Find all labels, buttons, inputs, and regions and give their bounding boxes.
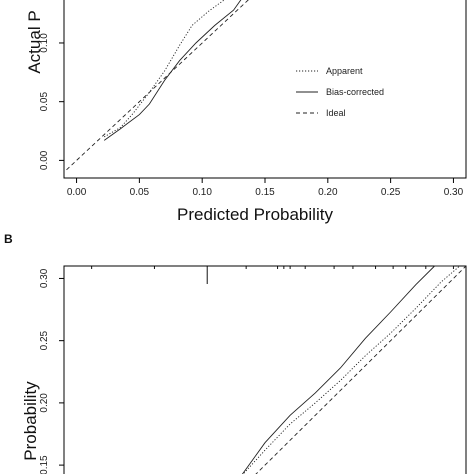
panel-a-plot-frame: [63, 0, 467, 179]
panel-a-x-axis-title: Predicted Probability: [177, 205, 333, 224]
panel-b-y-tick-label: 0.20: [39, 393, 50, 413]
panel-a-y-tick-label: 0.00: [39, 150, 50, 170]
panel-b-series-apparent: [242, 265, 460, 474]
panel-a-x-tick-label: 0.20: [318, 187, 338, 198]
panel-b-y-tick-label: 0.30: [39, 268, 50, 288]
panel-a-series-bias-corrected: [103, 0, 242, 141]
panel-b-y-axis-title: Probability: [21, 381, 40, 461]
panel-a-y-tick-label: 0.05: [39, 92, 50, 112]
panel-b-y-tick-label: 0.25: [39, 330, 50, 350]
panel-a-y-axis-title: Actual P: [25, 10, 44, 73]
panel-a-series: [66, 0, 249, 171]
panel-a-x-tick-label: 0.15: [255, 187, 275, 198]
panel-a-x-tick-label: 0.10: [192, 187, 212, 198]
panel-a-calibration-plot: 0.00 0.05 0.10 0.15 0.20 0.25 0.30 0.00 0.05 0.1…: [25, 0, 467, 224]
panel-b-series: [241, 265, 467, 474]
panel-a-x-tick-label: 0.00: [67, 187, 87, 198]
panel-b-calibration-plot: 0.15 0.20 0.25 0.30 Probability: [21, 265, 467, 474]
panel-a-y-axis: 0.00 0.05 0.10: [39, 33, 64, 170]
panel-a-y-tick-label: 0.10: [39, 33, 50, 53]
panel-b-rug-marks: [91, 266, 454, 284]
panel-b-y-axis: 0.15 0.20 0.25 0.30: [39, 268, 64, 474]
panel-a-x-tick-label: 0.25: [381, 187, 401, 198]
panel-b-plot-frame: [63, 265, 467, 474]
panel-b-y-tick-label: 0.15: [39, 455, 50, 474]
panel-b-letter: B: [4, 232, 13, 246]
legend-ideal-label: Ideal: [326, 108, 346, 118]
panel-a-legend: Apparent Bias-corrected Ideal: [296, 66, 384, 118]
panel-a-x-axis: 0.00 0.05 0.10 0.15 0.20 0.25 0.30: [67, 178, 464, 198]
panel-b-series-ideal: [255, 265, 467, 474]
panel-a-series-apparent: [103, 0, 225, 138]
panel-a-x-tick-label: 0.05: [130, 187, 150, 198]
legend-bias-corrected-label: Bias-corrected: [326, 87, 384, 97]
panel-a-series-ideal: [66, 0, 249, 171]
legend-apparent-label: Apparent: [326, 66, 363, 76]
panel-a-x-tick-label: 0.30: [444, 187, 464, 198]
panel-b-series-bias-corrected: [241, 265, 454, 474]
